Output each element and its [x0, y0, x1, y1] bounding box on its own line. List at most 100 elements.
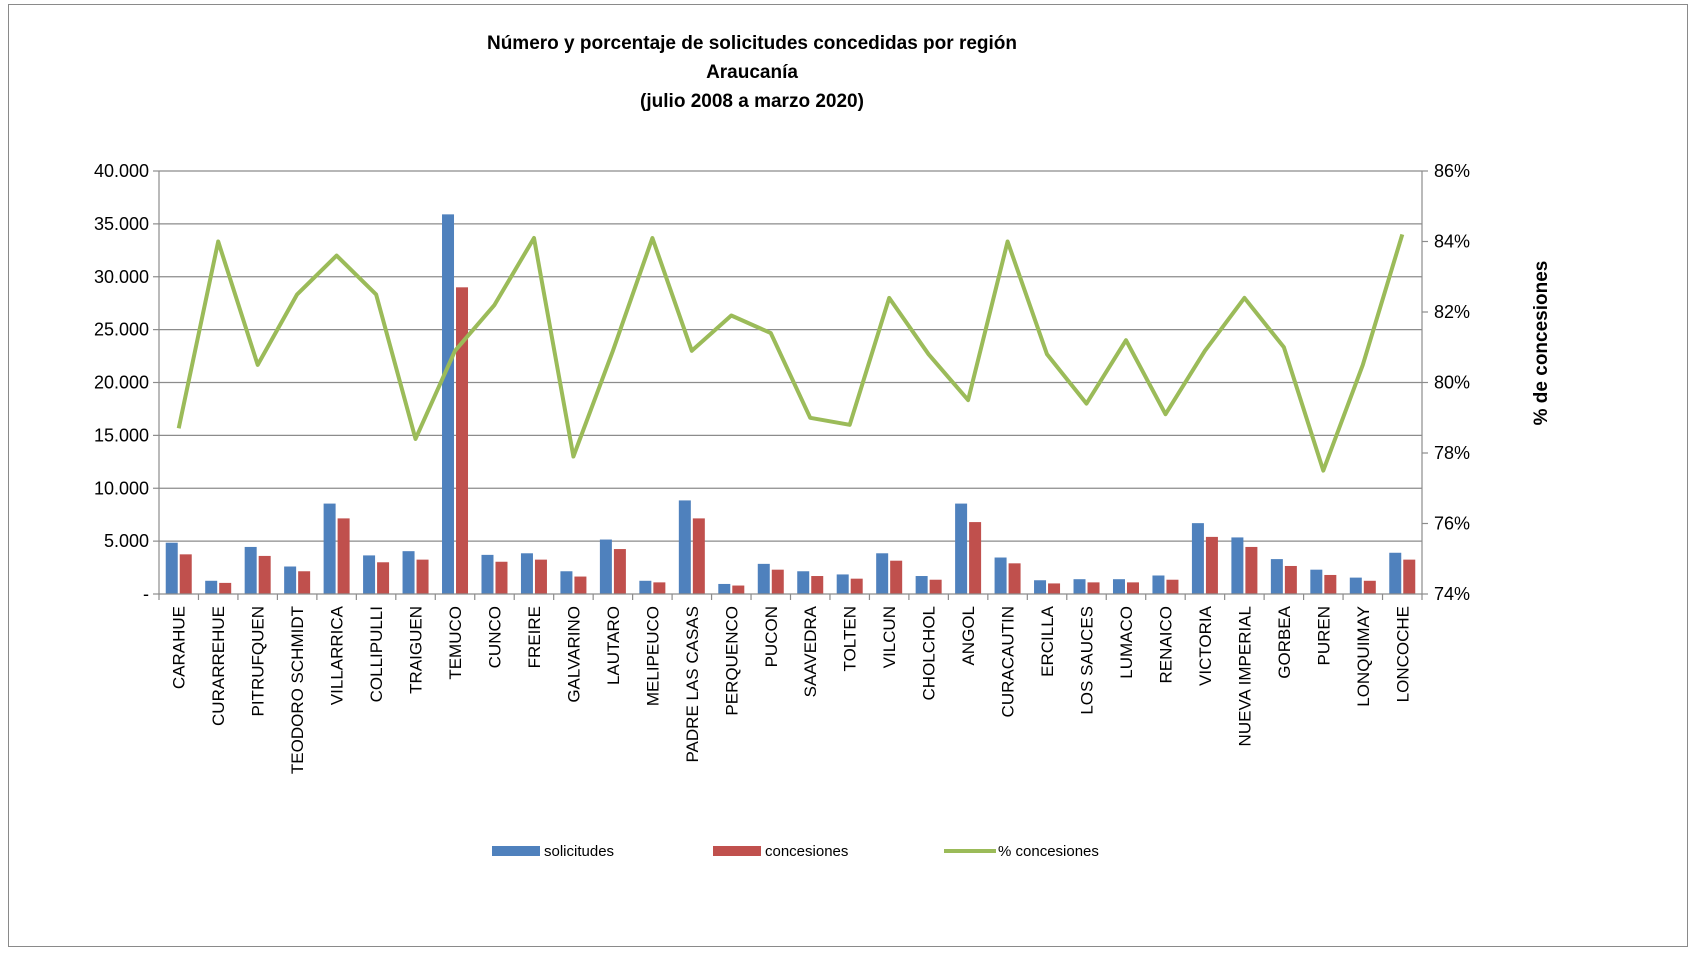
right-tick-label: 86% [1434, 161, 1470, 181]
bar-concesiones [1008, 563, 1021, 594]
bar-solicitudes [442, 214, 455, 595]
bar-concesiones [1087, 582, 1100, 594]
category-label: LAUTARO [604, 606, 623, 685]
bar-solicitudes [1034, 580, 1047, 594]
right-tick-label: 76% [1434, 514, 1470, 534]
bar-solicitudes [599, 539, 612, 594]
category-label: PADRE LAS CASAS [683, 606, 702, 763]
bar-concesiones [653, 582, 666, 594]
bar-concesiones [534, 559, 547, 594]
bar-solicitudes [1270, 559, 1283, 594]
bar-concesiones [890, 560, 903, 594]
left-tick-label: 10.000 [94, 478, 149, 498]
category-label: PITRUFQUEN [249, 606, 268, 717]
left-axis-ticks: - 5.000 10.000 15.000 20.000 25.000 30.000 35.0… [94, 161, 149, 604]
bar-solicitudes [560, 571, 573, 594]
category-label: COLLIPULLI [367, 606, 386, 702]
chart-frame: Número y porcentaje de solicitudes conce… [8, 4, 1688, 947]
left-tick-label: 20.000 [94, 373, 149, 393]
category-label: ANGOL [959, 606, 978, 666]
left-tick-label: 5.000 [104, 531, 149, 551]
category-label: TEMUCO [446, 606, 465, 680]
category-label: LUMACO [1117, 606, 1136, 679]
category-label: CUNCO [485, 606, 504, 668]
right-tick-label: 82% [1434, 302, 1470, 322]
left-tick-label: 25.000 [94, 320, 149, 340]
right-tick-label: 74% [1434, 584, 1470, 604]
legend-label: % concesiones [998, 843, 1099, 860]
line-percent-concesiones [176, 233, 1405, 473]
chart-title: Número y porcentaje de solicitudes conce… [487, 33, 1017, 112]
category-label: ERCILLA [1038, 605, 1057, 677]
left-tick-label: 15.000 [94, 425, 149, 445]
bar-solicitudes [915, 576, 928, 594]
bar-solicitudes [1112, 579, 1125, 594]
bar-concesiones [929, 579, 942, 594]
bar-solicitudes [481, 554, 494, 594]
bar-concesiones [613, 549, 626, 594]
bar-concesiones [574, 576, 587, 594]
bar-concesiones [732, 585, 745, 594]
category-label: CURACAUTIN [999, 606, 1018, 717]
bar-solicitudes [1231, 537, 1244, 594]
category-label: VILCUN [880, 606, 899, 668]
category-label: GALVARINO [564, 606, 583, 703]
right-tick-label: 84% [1434, 232, 1470, 252]
category-label: RENAICO [1156, 606, 1175, 683]
category-label: TEODORO SCHMIDT [288, 606, 307, 774]
legend-swatch-concesiones [713, 846, 761, 856]
bar-concesiones [1166, 579, 1179, 594]
bar-solicitudes [165, 542, 178, 594]
axes [153, 170, 1428, 600]
bar-solicitudes [323, 503, 336, 594]
category-label: CHOLCHOL [920, 606, 939, 700]
bar-concesiones [456, 287, 469, 594]
category-label: CURARREHUE [209, 606, 228, 726]
bar-solicitudes [994, 557, 1007, 594]
percent-line [176, 233, 1405, 473]
gridlines [159, 170, 1422, 542]
bar-solicitudes [363, 555, 376, 594]
category-label: MELIPEUCO [643, 606, 662, 706]
legend-swatch-solicitudes [492, 846, 540, 856]
bar-solicitudes [1073, 579, 1086, 594]
bar-solicitudes [1389, 552, 1402, 594]
category-label: SAAVEDRA [801, 605, 820, 697]
bar-concesiones [1363, 580, 1376, 594]
left-tick-label: 30.000 [94, 267, 149, 287]
bar-concesiones [1048, 583, 1061, 594]
bar-solicitudes [678, 500, 691, 594]
bar-concesiones [179, 554, 192, 594]
category-label: CARAHUE [170, 606, 189, 689]
right-axis-title: % de concesiones [1531, 261, 1552, 426]
bar-concesiones [298, 571, 311, 594]
bar-concesiones [1403, 559, 1416, 594]
right-tick-label: 78% [1434, 443, 1470, 463]
bar-solicitudes [718, 583, 731, 594]
left-tick-label: - [143, 584, 149, 604]
bar-concesiones [1205, 536, 1218, 594]
category-label: PUREN [1314, 606, 1333, 666]
bar-concesiones [692, 518, 705, 594]
bar-solicitudes [876, 553, 889, 594]
bar-solicitudes [639, 580, 652, 594]
left-tick-label: 35.000 [94, 214, 149, 234]
category-label: LOS SAUCES [1078, 606, 1097, 715]
legend-label: solicitudes [544, 843, 614, 860]
bar-concesiones [258, 555, 271, 594]
bar-concesiones [219, 582, 232, 594]
left-tick-label: 40.000 [94, 161, 149, 181]
bar-concesiones [1324, 574, 1337, 594]
bar-solicitudes [836, 574, 849, 594]
category-label: PUCON [762, 606, 781, 667]
bar-concesiones [771, 569, 784, 594]
bar-solicitudes [1310, 569, 1323, 594]
bar-solicitudes [205, 580, 218, 594]
bar-solicitudes [757, 563, 770, 594]
bar-concesiones [337, 518, 350, 594]
bar-concesiones [495, 561, 508, 594]
category-label: LONCOCHE [1393, 606, 1412, 702]
bar-concesiones [969, 522, 982, 594]
right-axis-ticks: 74% 76% 78% 80% 82% 84% 86% [1434, 161, 1470, 604]
category-label: PERQUENCO [722, 606, 741, 716]
